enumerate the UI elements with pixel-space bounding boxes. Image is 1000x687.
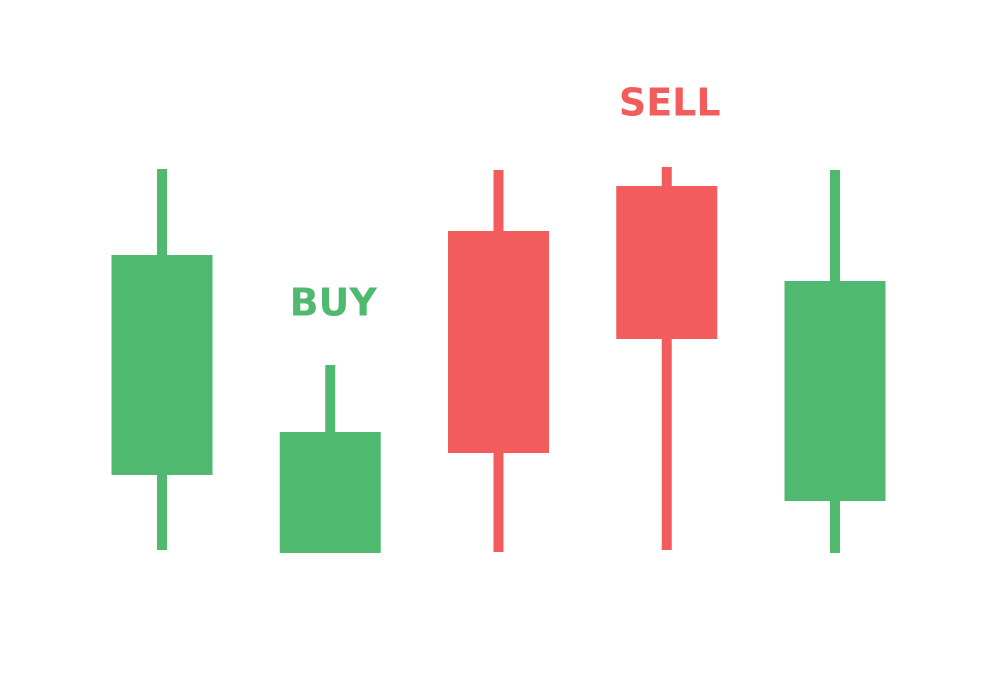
candle-body (279, 432, 381, 553)
candle-body (616, 186, 718, 339)
annotations-layer: BUY SELL (290, 81, 721, 325)
candle-2 (279, 365, 381, 553)
candle-wick (661, 167, 672, 550)
candle-4 (616, 167, 718, 550)
candle-body (448, 231, 549, 453)
candle-3 (448, 170, 549, 552)
annotation-buy-label: BUY (290, 281, 378, 325)
candle-body (111, 255, 213, 475)
annotation-sell-label: SELL (619, 81, 721, 125)
candle-body (784, 281, 886, 501)
candles-layer (111, 167, 886, 553)
candle-1 (111, 169, 213, 550)
candle-5 (784, 170, 886, 553)
